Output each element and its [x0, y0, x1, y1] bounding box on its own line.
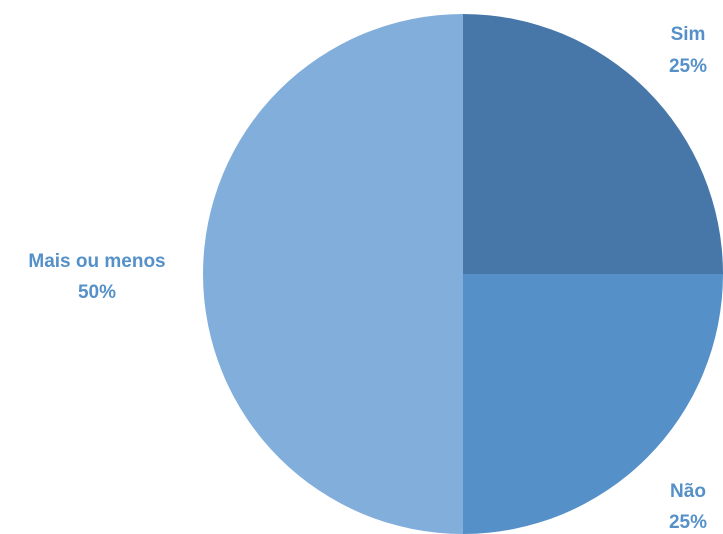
- pie-slices: [203, 14, 723, 534]
- slice-category-label: Não: [670, 481, 706, 502]
- slice-percent-label: 25%: [669, 512, 707, 533]
- slice-percent-label: 50%: [78, 282, 116, 303]
- pie-slice-n-o: [463, 274, 723, 534]
- pie-slice-sim: [463, 14, 723, 274]
- slice-category-label: Mais ou menos: [28, 251, 165, 272]
- slice-category-label: Sim: [671, 24, 706, 45]
- pie-slice-mais-ou-menos: [203, 14, 463, 534]
- slice-labels: Sim 25% Não 25% Mais ou menos 50%: [28, 24, 707, 533]
- slice-percent-label: 25%: [669, 56, 707, 77]
